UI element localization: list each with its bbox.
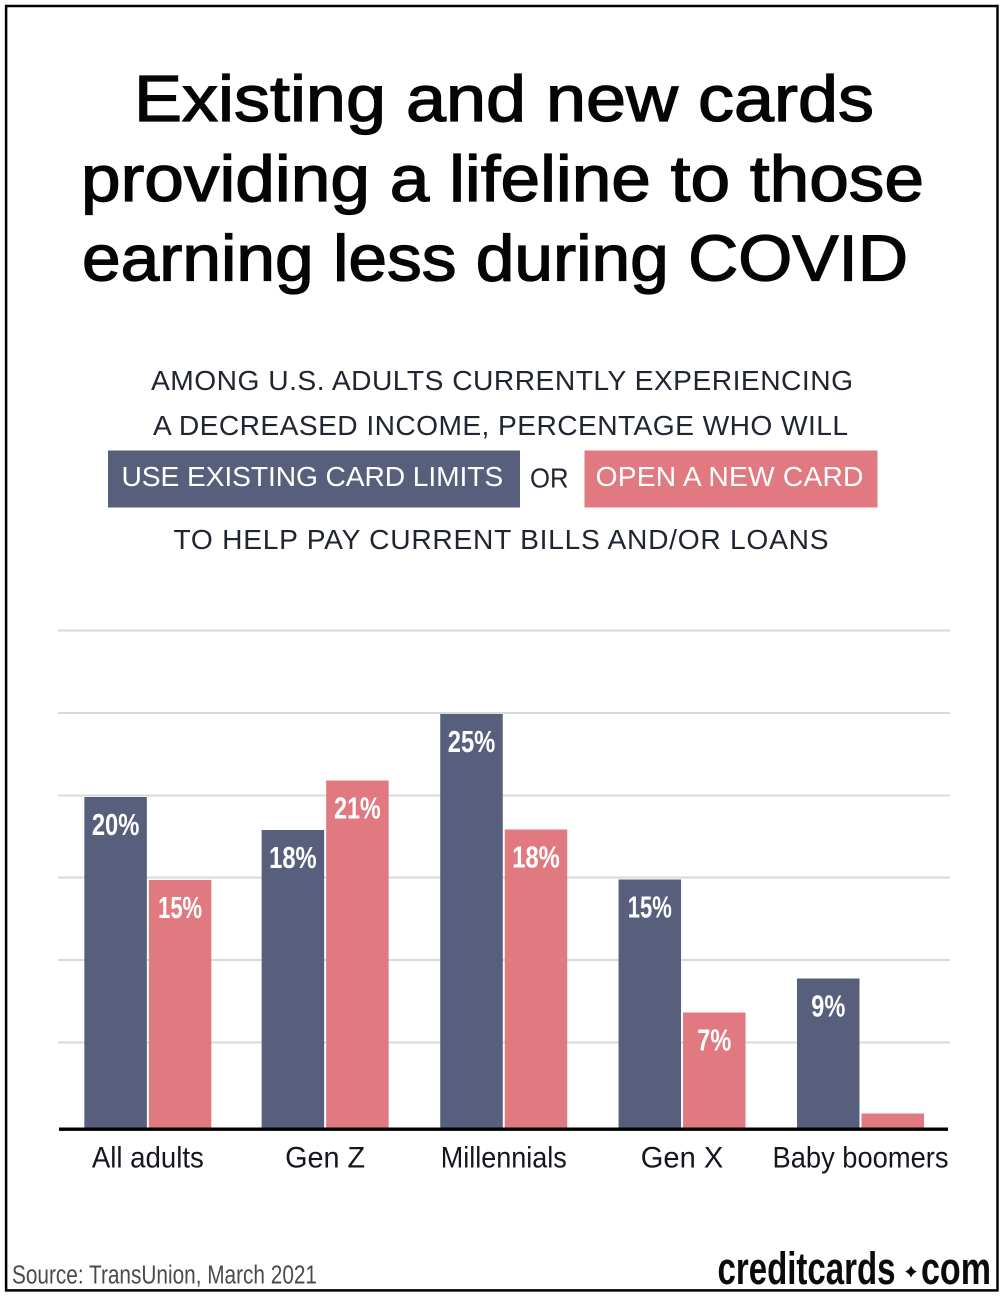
svg-text:Existing and new cards: Existing and new cards [134,62,874,135]
svg-text:OPEN A NEW CARD: OPEN A NEW CARD [596,460,864,492]
svg-text:21%: 21% [334,791,381,826]
svg-text:Gen Z: Gen Z [285,1142,365,1175]
svg-text:9%: 9% [811,989,845,1024]
svg-text:Source: TransUnion, March 2021: Source: TransUnion, March 2021 [12,1262,317,1290]
svg-text:Gen X: Gen X [641,1142,724,1175]
svg-text:7%: 7% [697,1023,731,1058]
svg-text:providing a lifeline to those: providing a lifeline to those [81,142,924,215]
svg-text:TO HELP PAY CURRENT BILLS AND/: TO HELP PAY CURRENT BILLS AND/OR LOANS [174,523,829,555]
svg-text:Millennials: Millennials [441,1142,567,1175]
svg-text:Baby boomers: Baby boomers [773,1142,949,1175]
svg-text:15%: 15% [628,890,672,925]
svg-text:com: com [921,1243,991,1294]
svg-text:creditcards: creditcards [718,1243,896,1294]
svg-text:18%: 18% [269,840,317,875]
svg-text:20%: 20% [92,807,140,842]
svg-text:AMONG U.S. ADULTS CURRENTLY EX: AMONG U.S. ADULTS CURRENTLY EXPERIENCING [151,364,853,396]
svg-text:15%: 15% [158,890,202,925]
svg-text:A DECREASED INCOME, PERCENTAGE: A DECREASED INCOME, PERCENTAGE WHO WILL [153,409,848,441]
svg-text:All adults: All adults [92,1142,204,1175]
svg-text:25%: 25% [448,724,496,759]
svg-text:earning less during COVID: earning less during COVID [82,222,908,295]
svg-text:OR: OR [530,461,569,493]
svg-text:USE EXISTING CARD LIMITS: USE EXISTING CARD LIMITS [122,460,504,492]
svg-text:18%: 18% [512,840,560,875]
